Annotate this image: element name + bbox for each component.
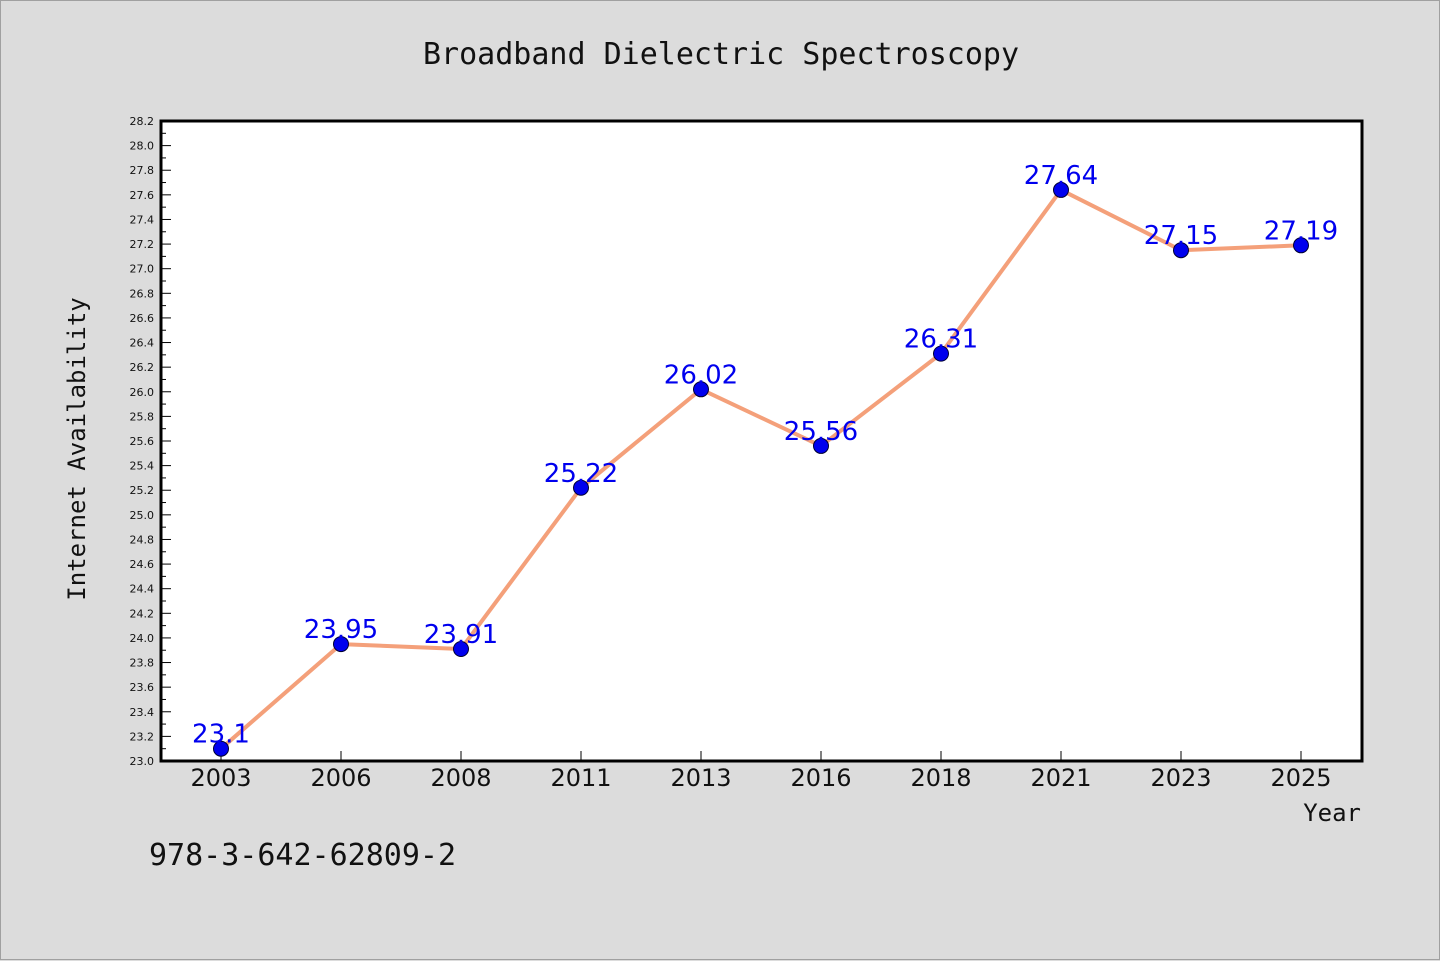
data-label: 26.02 [664, 360, 738, 390]
y-tick-label: 27.4 [130, 213, 155, 226]
data-label: 23.95 [304, 615, 378, 645]
y-tick-label: 25.4 [130, 460, 155, 473]
y-tick-label: 23.4 [130, 706, 155, 719]
y-axis-label: Internet Availability [63, 297, 91, 600]
x-tick-label: 2016 [790, 764, 851, 792]
data-label: 25.56 [784, 417, 858, 447]
y-tick-label: 25.6 [130, 435, 155, 448]
y-tick-label: 24.8 [130, 533, 155, 546]
y-tick-label: 26.6 [130, 312, 155, 325]
y-tick-label: 26.2 [130, 361, 155, 374]
x-tick-label: 2025 [1270, 764, 1331, 792]
data-label: 27.15 [1144, 221, 1218, 251]
plot-area [159, 119, 1364, 763]
series-group [219, 187, 1302, 751]
data-point [333, 636, 349, 653]
data-label: 25.22 [544, 459, 618, 489]
data-label: 27.64 [1024, 161, 1098, 191]
y-tick-label: 23.8 [130, 657, 155, 670]
y-tick-label: 23.0 [130, 755, 155, 768]
chart-title: Broadband Dielectric Spectroscopy [423, 37, 1019, 72]
y-tick-label: 27.8 [130, 164, 155, 177]
data-point [453, 641, 469, 657]
x-tick-label: 2006 [310, 764, 371, 792]
y-tick-label: 25.0 [130, 509, 155, 522]
x-axis: 2003 2006 2008 2011 2013 2016 2018 2021 2023 2025 [190, 751, 1332, 792]
y-tick-label: 28.2 [130, 115, 155, 128]
isbn-annotation: 978-3-642-62809-2 [149, 838, 456, 873]
data-point [693, 381, 709, 398]
data-point [573, 479, 589, 496]
x-tick-label: 2023 [1150, 764, 1211, 792]
data-labels-group: 23.1 23.95 23.91 25.22 26.02 25.56 26.31 27.64 2… [192, 161, 1338, 750]
x-tick-label: 2008 [430, 764, 491, 792]
data-label: 26.31 [904, 325, 978, 355]
y-tick-label: 27.0 [130, 263, 155, 276]
data-point [1173, 242, 1189, 259]
markers-group [213, 181, 1309, 757]
x-tick-label: 2003 [190, 764, 251, 792]
y-tick-label: 26.4 [130, 337, 155, 350]
data-label: 27.19 [1264, 216, 1338, 246]
y-tick-label: 26.0 [130, 386, 155, 399]
y-tick-label: 24.2 [130, 607, 155, 620]
data-point [213, 740, 229, 757]
x-tick-label: 2013 [670, 764, 731, 792]
x-tick-label: 2021 [1030, 764, 1091, 792]
y-tick-label: 23.6 [130, 681, 155, 694]
y-tick-label: 26.8 [130, 287, 155, 300]
x-axis-label: Year [1303, 799, 1361, 827]
y-axis: 23.0 23.2 23.4 23.6 23.8 24.0 24.2 24.4 24.6 24.8… [130, 115, 171, 768]
y-tick-label: 25.2 [130, 484, 155, 497]
series-line [219, 187, 1302, 751]
y-tick-label: 24.0 [130, 632, 155, 645]
x-tick-label: 2011 [550, 764, 611, 792]
x-tick-label: 2018 [910, 764, 971, 792]
y-tick-label: 25.8 [130, 410, 155, 423]
y-tick-label: 27.2 [130, 238, 155, 251]
y-tick-label: 24.4 [130, 583, 155, 596]
data-point [1053, 181, 1069, 198]
y-tick-label: 23.2 [130, 730, 155, 743]
data-label: 23.1 [192, 720, 250, 750]
y-tick-label: 24.6 [130, 558, 155, 571]
y-tick-label: 27.6 [130, 189, 155, 202]
y-tick-label: 28.0 [130, 140, 155, 153]
data-point [813, 437, 829, 454]
data-point [933, 345, 949, 362]
data-point [1293, 237, 1309, 254]
data-label: 23.91 [424, 620, 498, 650]
